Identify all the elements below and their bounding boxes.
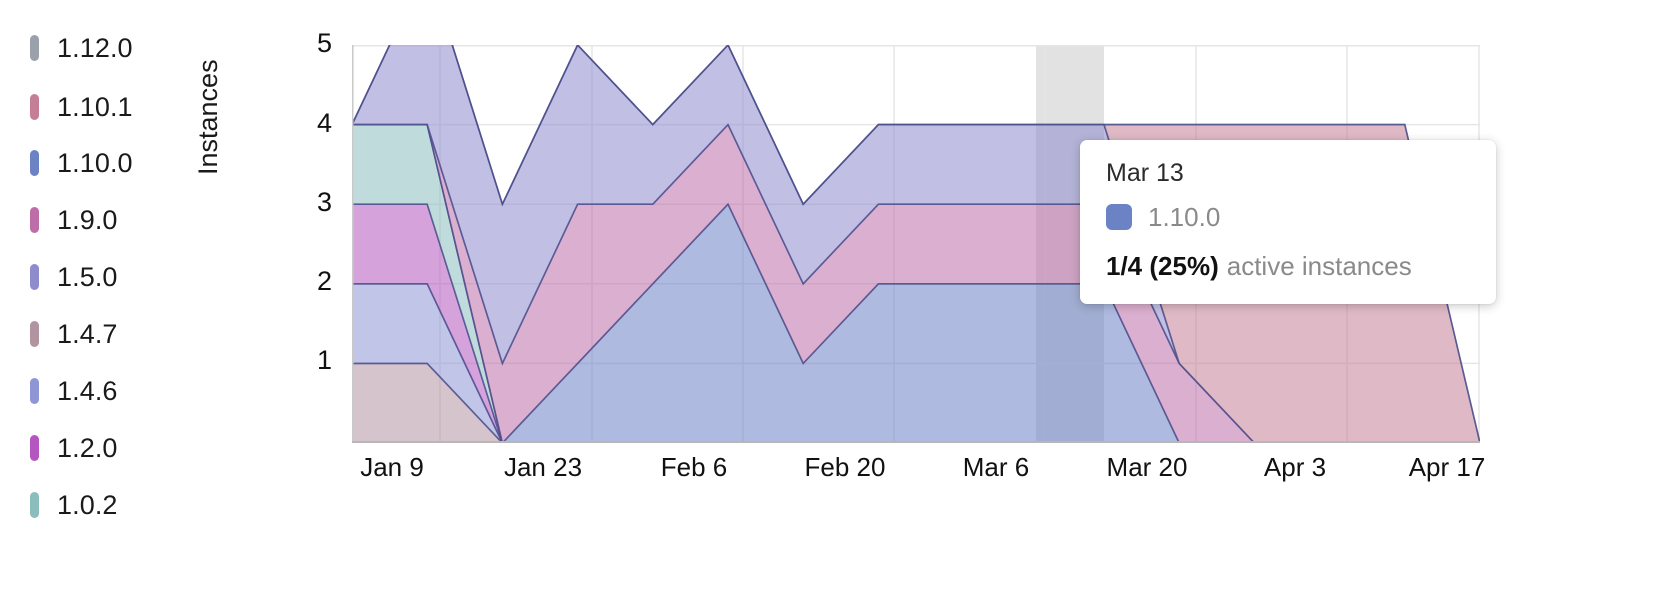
x-tick-label: Feb 6 bbox=[660, 452, 728, 482]
chart-legend: 1.12.0 1.10.1 1.10.0 1.9.0 1.5.0 1.4.7 1… bbox=[0, 0, 230, 592]
x-tick-label: Mar 20 bbox=[1106, 452, 1188, 482]
legend-item[interactable]: 1.4.6 bbox=[30, 377, 118, 405]
y-tick-label: 2 bbox=[316, 266, 332, 296]
tooltip-series-row: 1.10.0 bbox=[1106, 202, 1470, 233]
tooltip-value: 1/4 (25%) bbox=[1106, 250, 1219, 281]
legend-item[interactable]: 1.2.0 bbox=[30, 434, 118, 462]
y-axis-label: Instances bbox=[193, 59, 223, 175]
x-tick-label: Mar 6 bbox=[962, 452, 1030, 482]
legend-item[interactable]: 1.10.0 bbox=[30, 149, 133, 177]
tooltip-value-row: 1/4 (25%) active instances bbox=[1106, 251, 1470, 282]
legend-item-label: 1.10.0 bbox=[57, 147, 133, 178]
x-tick-label: Jan 9 bbox=[360, 452, 424, 482]
legend-swatch bbox=[30, 35, 39, 61]
y-tick-label: 3 bbox=[316, 187, 332, 217]
x-tick-label: Feb 20 bbox=[804, 452, 886, 482]
tooltip-value-suffix: active instances bbox=[1226, 250, 1412, 281]
legend-item-label: 1.9.0 bbox=[57, 204, 118, 235]
legend-item-label: 1.12.0 bbox=[57, 32, 133, 63]
y-tick-label: 1 bbox=[316, 345, 332, 375]
legend-item-label: 1.4.6 bbox=[57, 375, 118, 406]
legend-swatch bbox=[30, 207, 39, 233]
y-tick-label: 5 bbox=[316, 28, 332, 58]
legend-item[interactable]: 1.0.2 bbox=[30, 491, 118, 519]
legend-item[interactable]: 1.10.1 bbox=[30, 93, 133, 121]
x-tick-label: Jan 23 bbox=[503, 452, 583, 482]
legend-swatch bbox=[30, 264, 39, 290]
legend-swatch bbox=[30, 435, 39, 461]
legend-swatch bbox=[30, 378, 39, 404]
legend-item[interactable]: 1.12.0 bbox=[30, 34, 133, 62]
legend-item-label: 1.4.7 bbox=[57, 318, 118, 349]
tooltip-series-swatch bbox=[1106, 204, 1132, 230]
x-tick-label: Apr 17 bbox=[1408, 452, 1486, 482]
legend-item-label: 1.10.1 bbox=[57, 91, 133, 122]
legend-swatch bbox=[30, 492, 39, 518]
series-area-1-5-0 bbox=[352, 45, 1480, 443]
series-area-1-4-7 bbox=[352, 362, 1480, 443]
legend-item[interactable]: 1.5.0 bbox=[30, 263, 118, 291]
axis-frame bbox=[352, 45, 1480, 443]
chart-tooltip: Mar 13 1.10.0 1/4 (25%) active instances bbox=[1080, 140, 1496, 304]
tooltip-series-name: 1.10.0 bbox=[1148, 201, 1221, 232]
y-tick-label: 4 bbox=[316, 108, 332, 138]
legend-swatch bbox=[30, 150, 39, 176]
legend-item-label: 1.2.0 bbox=[57, 432, 118, 463]
legend-item-label: 1.0.2 bbox=[57, 489, 118, 520]
y-axis-ticks: 5 4 3 2 1 bbox=[290, 0, 332, 592]
legend-item-label: 1.5.0 bbox=[57, 261, 118, 292]
legend-swatch bbox=[30, 321, 39, 347]
legend-item[interactable]: 1.4.7 bbox=[30, 320, 118, 348]
x-tick-label: Apr 3 bbox=[1263, 452, 1327, 482]
tooltip-date: Mar 13 bbox=[1106, 159, 1184, 187]
legend-swatch bbox=[30, 94, 39, 120]
legend-item[interactable]: 1.9.0 bbox=[30, 206, 118, 234]
